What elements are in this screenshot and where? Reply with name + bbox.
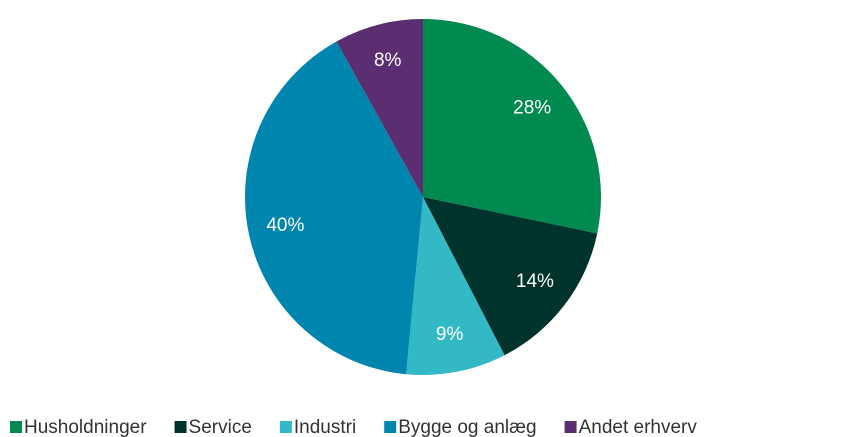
legend-swatch [279, 421, 292, 433]
legend-label: Andet erhverv [579, 417, 698, 437]
legend-swatch [564, 421, 577, 433]
value-label: 14% [516, 271, 554, 292]
value-label: 28% [513, 97, 551, 118]
legend-label: Service [189, 417, 252, 437]
legend-label: Bygge og anlæg [398, 417, 536, 437]
legend-label: Industri [294, 417, 356, 437]
legend-swatch [384, 421, 397, 433]
value-label: 9% [436, 324, 464, 345]
legend-swatch [10, 421, 22, 433]
pie-slice [406, 197, 505, 375]
pie-slice [423, 19, 601, 234]
pie-slice [423, 197, 598, 356]
value-label: 40% [266, 215, 304, 236]
legend-label: Husholdninger [24, 417, 147, 437]
pie-slice [336, 19, 423, 197]
pie-slice [244, 41, 423, 375]
legend-swatch [174, 421, 187, 433]
value-label: 8% [374, 50, 402, 71]
